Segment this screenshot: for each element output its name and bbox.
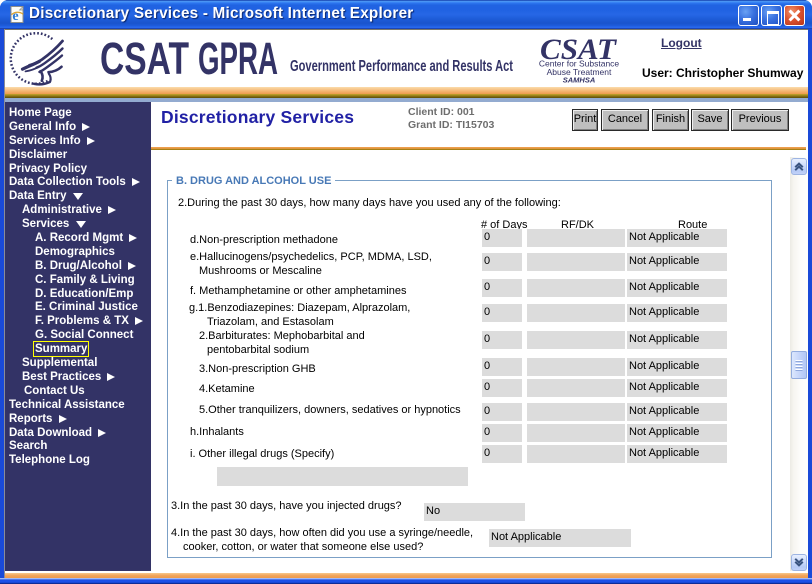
svg-text:Government Performance and Res: Government Performance and Results Act <box>290 58 513 75</box>
svg-text:CSAT: CSAT <box>540 33 618 66</box>
svg-text:GPRA: GPRA <box>198 33 278 84</box>
svg-text:CSAT: CSAT <box>100 33 189 84</box>
svg-text:e: e <box>12 9 18 23</box>
svg-text:SAMHSA: SAMHSA <box>563 76 596 85</box>
svg-text:Abuse Treatment: Abuse Treatment <box>547 67 612 77</box>
svg-text:Center for Substance: Center for Substance <box>539 59 620 69</box>
